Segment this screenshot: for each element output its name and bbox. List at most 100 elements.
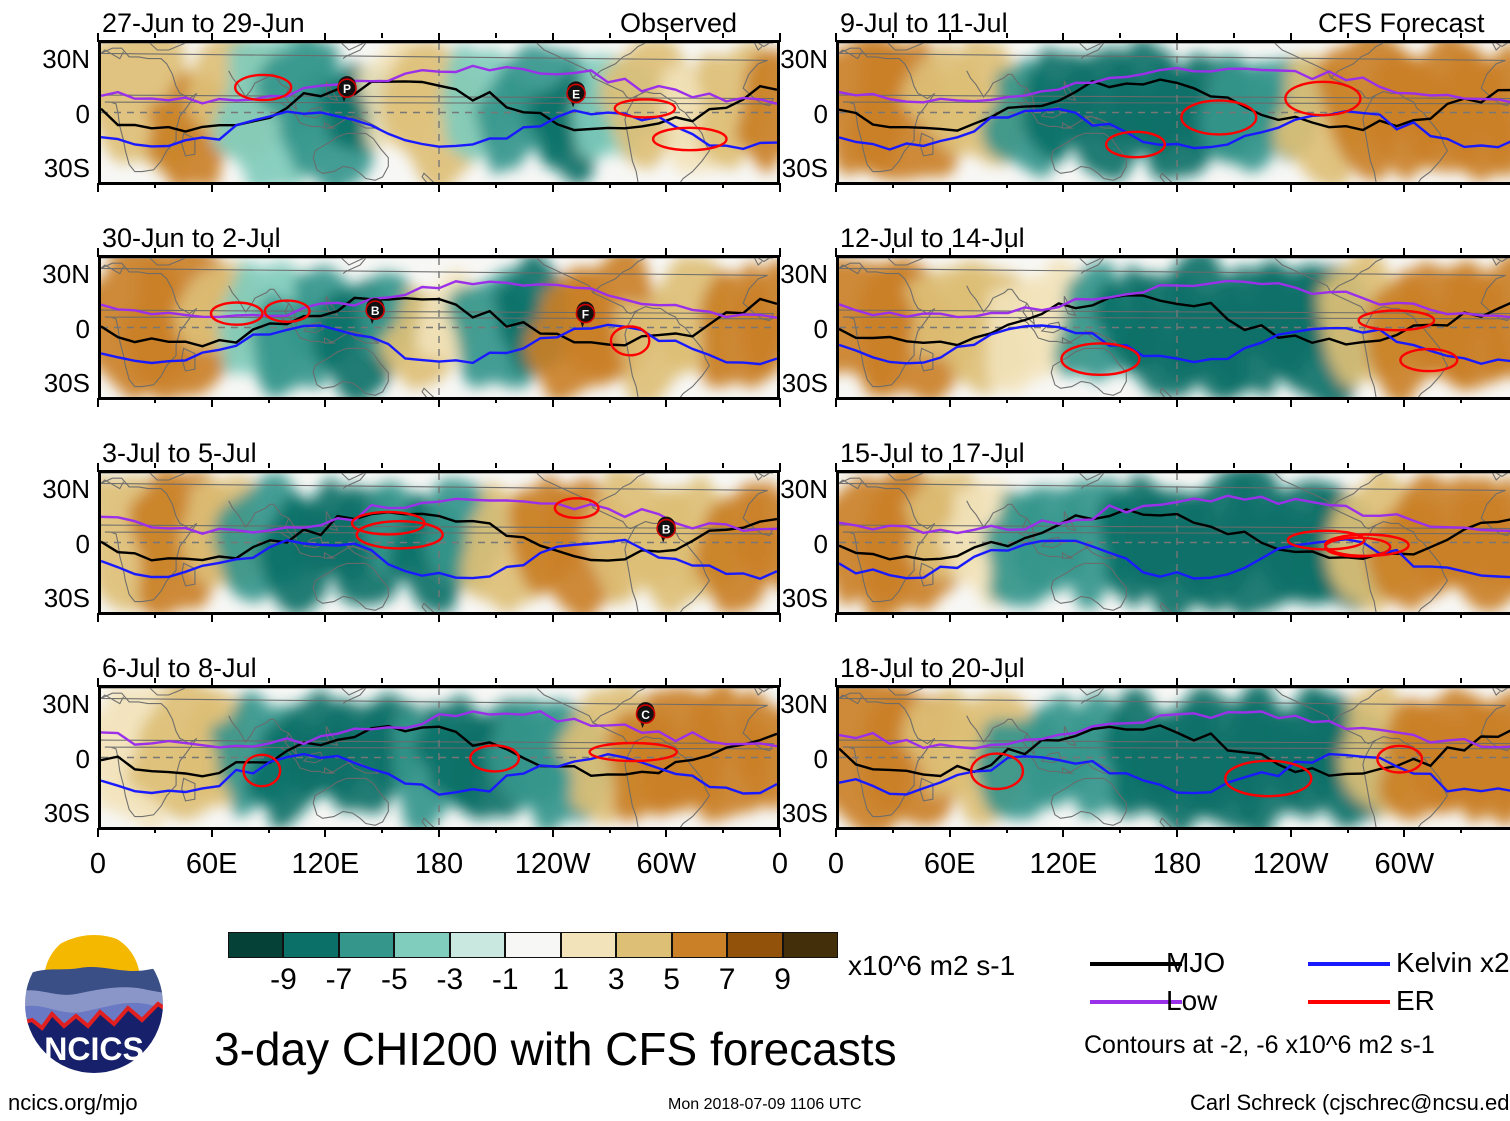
x-axis-tick [948,678,951,687]
panel-title: 30-Jun to 2-Jul [102,223,281,253]
x-axis-tick [779,183,781,192]
panel-title: 18-Jul to 20-Jul [840,653,1025,683]
x-axis-tick [267,33,270,38]
x-axis-tick [438,828,440,837]
x-axis-tick [891,248,894,253]
x-axis-ticklabel: 60W [636,848,697,880]
x-axis-ticklabel: 60E [923,848,976,880]
y-axis-ticklabel: 30N [780,259,828,290]
x-axis-tick [665,463,668,472]
x-axis-tick [779,613,781,622]
x-axis-tick [210,183,213,192]
legend-label-er: ER [1396,985,1435,1016]
x-axis-tick [779,398,781,407]
x-axis-tick [835,678,837,687]
x-axis-tick [494,613,497,618]
legend-label-low: Low [1166,985,1218,1016]
x-axis-tick [1403,248,1406,257]
x-axis-tick [1176,33,1178,42]
x-axis-tick [1176,613,1178,622]
y-axis-ticklabel: 30N [780,44,828,75]
colorbar-swatch [782,932,838,958]
x-axis-tick [438,248,440,257]
x-axis-tick [722,463,725,468]
x-axis-tick [1460,828,1463,833]
x-axis-tick [1062,398,1065,407]
x-axis-tick [1005,398,1008,403]
x-axis-tick [551,33,554,42]
x-axis-tick [891,398,894,403]
map-panel [836,40,1510,185]
colorbar-swatch [560,932,617,958]
x-axis-tick [1403,463,1406,472]
y-axis-ticklabel: 0 [75,98,90,129]
x-axis-tick [1232,398,1235,403]
y-axis-ticklabel: 30S [43,367,90,398]
x-axis-tick [835,463,837,472]
x-axis-tick [1119,183,1122,188]
x-axis-tick [948,463,951,472]
svg-text:B: B [371,304,380,318]
column-header: CFS Forecast [1318,8,1485,38]
x-axis-tick [1232,678,1235,683]
x-axis-tick [1346,613,1349,618]
x-axis-tick [835,613,837,622]
svg-text:B: B [662,523,671,537]
x-axis-tick [267,678,270,683]
map-panel: C [98,685,780,830]
x-axis-tick [494,248,497,253]
x-axis-tick [835,248,837,257]
y-axis-ticklabel: 0 [813,743,828,774]
x-axis-tick [324,828,327,837]
x-axis-ticklabel: 120W [1252,848,1329,880]
colorbar [228,932,838,960]
x-axis-tick [381,33,384,38]
x-axis-tick [1289,248,1292,257]
y-axis-ticklabel: 0 [813,98,828,129]
x-axis-tick [494,183,497,188]
x-axis-tick [1005,828,1008,833]
x-axis-tick [210,33,213,42]
x-axis-tick [779,248,781,257]
y-axis-ticklabel: 30N [42,474,90,505]
x-axis-ticklabel: 0 [771,848,789,880]
y-axis-ticklabel: 30N [42,44,90,75]
x-axis-tick [551,678,554,687]
x-axis-tick [381,678,384,683]
map-panel [836,255,1510,400]
x-axis-ticklabel: 0 [827,848,845,880]
x-axis-tick [1005,183,1008,188]
panel-title: 6-Jul to 8-Jul [102,653,257,683]
x-axis-tick [1289,463,1292,472]
x-axis-tick [1176,398,1178,407]
contour-note: Contours at -2, -6 x10^6 m2 s-1 [1084,1031,1435,1059]
x-axis-tick [1232,183,1235,188]
legend-label-kelvin: Kelvin x2 [1396,947,1510,978]
y-axis-ticklabel: 30N [780,474,828,505]
x-axis-ticklabel: 0 [89,848,107,880]
x-axis-tick [1346,678,1349,683]
x-axis-tick [948,828,951,837]
footer-site[interactable]: ncics.org/mjo [8,1090,138,1115]
x-axis-tick [1232,248,1235,253]
x-axis-ticklabel: 180 [1152,848,1202,880]
x-axis-tick [1176,183,1178,192]
x-axis-tick [1005,678,1008,683]
x-axis-tick [722,183,725,188]
x-axis-tick [551,828,554,837]
x-axis-tick [665,33,668,42]
x-axis-tick [97,398,99,407]
x-axis-tick [722,33,725,38]
x-axis-ticklabel: 120E [1029,848,1098,880]
x-axis-ticklabel: 60E [185,848,238,880]
colorbar-ticklabel: 7 [718,963,736,996]
x-axis-tick [948,398,951,407]
svg-text:E: E [572,87,580,101]
colorbar-ticklabel: 5 [663,963,680,996]
x-axis-tick [891,33,894,38]
x-axis-tick [891,183,894,188]
x-axis-tick [153,678,156,683]
x-axis-tick [153,183,156,188]
panel-title: 27-Jun to 29-Jun [102,8,305,38]
